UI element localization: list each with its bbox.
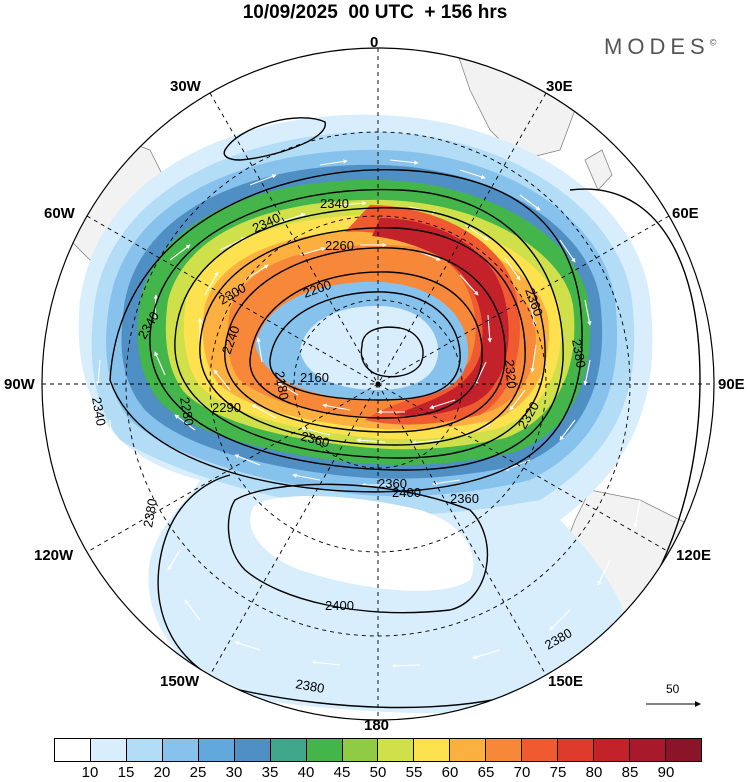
colorbar-tick-label: 85 [621,764,639,781]
colorbar-tick-label: 35 [261,764,279,781]
polar-map: 2340 2340 2260 2300 2360 2200 2380 2340 … [41,47,715,721]
colorbar-swatch [342,739,379,761]
contour-label: 2340 [89,396,109,427]
colorbar-tick-label: 55 [405,764,423,781]
south-pole-marker [375,381,381,387]
map-border [41,47,715,721]
colorbar-swatch [558,739,595,761]
colorbar-tick-label: 70 [513,764,531,781]
map-title: 10/09/2025 00 UTC + 156 hrs [242,2,508,23]
quiet-zone-south [250,495,474,591]
lon-label-120e: 120E [676,547,712,564]
contour-label: 2290 [212,400,241,415]
colorbar-tick-label: 40 [297,764,315,781]
lon-label-0: 0 [370,34,379,51]
wind-vectors [96,159,641,669]
lon-label-30w: 30W [170,78,201,95]
colorbar-swatch [162,739,199,761]
contour-label: 2380 [140,497,160,528]
contour-label: 2400 [325,598,354,613]
contour-label: 2360 [450,491,479,506]
copyright-mark: © [709,37,717,48]
colorbar-swatch [594,739,630,761]
contour-label: 2360 [299,428,331,450]
colorbar-tick-label: 10 [81,764,99,781]
colorbar-tick-label: 45 [333,764,351,781]
contour-label: 2180 [272,370,292,401]
reference-vector-arrow [646,701,701,707]
contour-label: 2360 [378,476,407,491]
colorbar-tick-label: 60 [441,764,459,781]
contour-labels: 2340 2340 2260 2300 2360 2200 2380 2340 … [89,196,589,696]
brand-logo: MODES© [604,34,716,60]
lon-label-90e: 90E [718,376,745,393]
contour-label: 2400 [392,485,421,500]
colorbar-tick-label: 50 [369,764,387,781]
colorbar-swatch [378,739,415,761]
colorbar-tick-label: 65 [477,764,495,781]
colorbar-swatch [522,739,559,761]
colorbar-tick-label: 80 [585,764,603,781]
contour-label: 2340 [320,196,349,211]
colorbar-swatch [55,739,91,761]
colorbar-swatch [665,739,701,761]
colorbar-swatch [450,739,487,761]
lon-label-90w: 90W [4,376,35,393]
colorbar-swatch [414,739,451,761]
lon-label-60e: 60E [672,205,699,222]
band-85 [372,218,509,416]
colorbar-swatch [630,739,666,761]
contour-label: 2280 [177,396,197,427]
reference-vector-label: 50 [666,682,680,696]
contour-label: 2320 [502,359,519,389]
lon-label-150w: 150W [160,673,200,690]
colorbar-tick-label: 30 [225,764,243,781]
lon-label-60w: 60W [44,205,75,222]
colorbar-swatch [90,739,127,761]
lon-label-180: 180 [364,717,390,734]
colorbar-tick-label: 90 [657,764,675,781]
colorbar-swatch [306,739,343,761]
colorbar-swatch [198,739,235,761]
lon-label-150e: 150E [548,673,584,690]
colorbar-tick-label: 75 [549,764,567,781]
lon-label-120w: 120W [34,547,74,564]
colorbar-swatch [486,739,523,761]
colorbar [54,738,702,762]
contour-label: 2160 [300,370,329,385]
colorbar-tick-label: 15 [117,764,135,781]
brand-name: MODES [604,34,710,59]
colorbar-swatch [270,739,307,761]
colorbar-swatch [126,739,163,761]
colorbar-ticks: 10 15 20 25 30 35 40 45 50 55 60 65 70 75 80 85 90 [54,764,702,782]
contour-label: 2380 [569,338,589,369]
colorbar-swatch [234,739,271,761]
contour-label: 2260 [325,238,354,253]
colorbar-tick-label: 25 [189,764,207,781]
colorbar-tick-label: 20 [153,764,171,781]
madagascar-land [584,149,613,191]
contour-label: 2380 [294,676,325,696]
lon-label-30e: 30E [546,78,573,95]
